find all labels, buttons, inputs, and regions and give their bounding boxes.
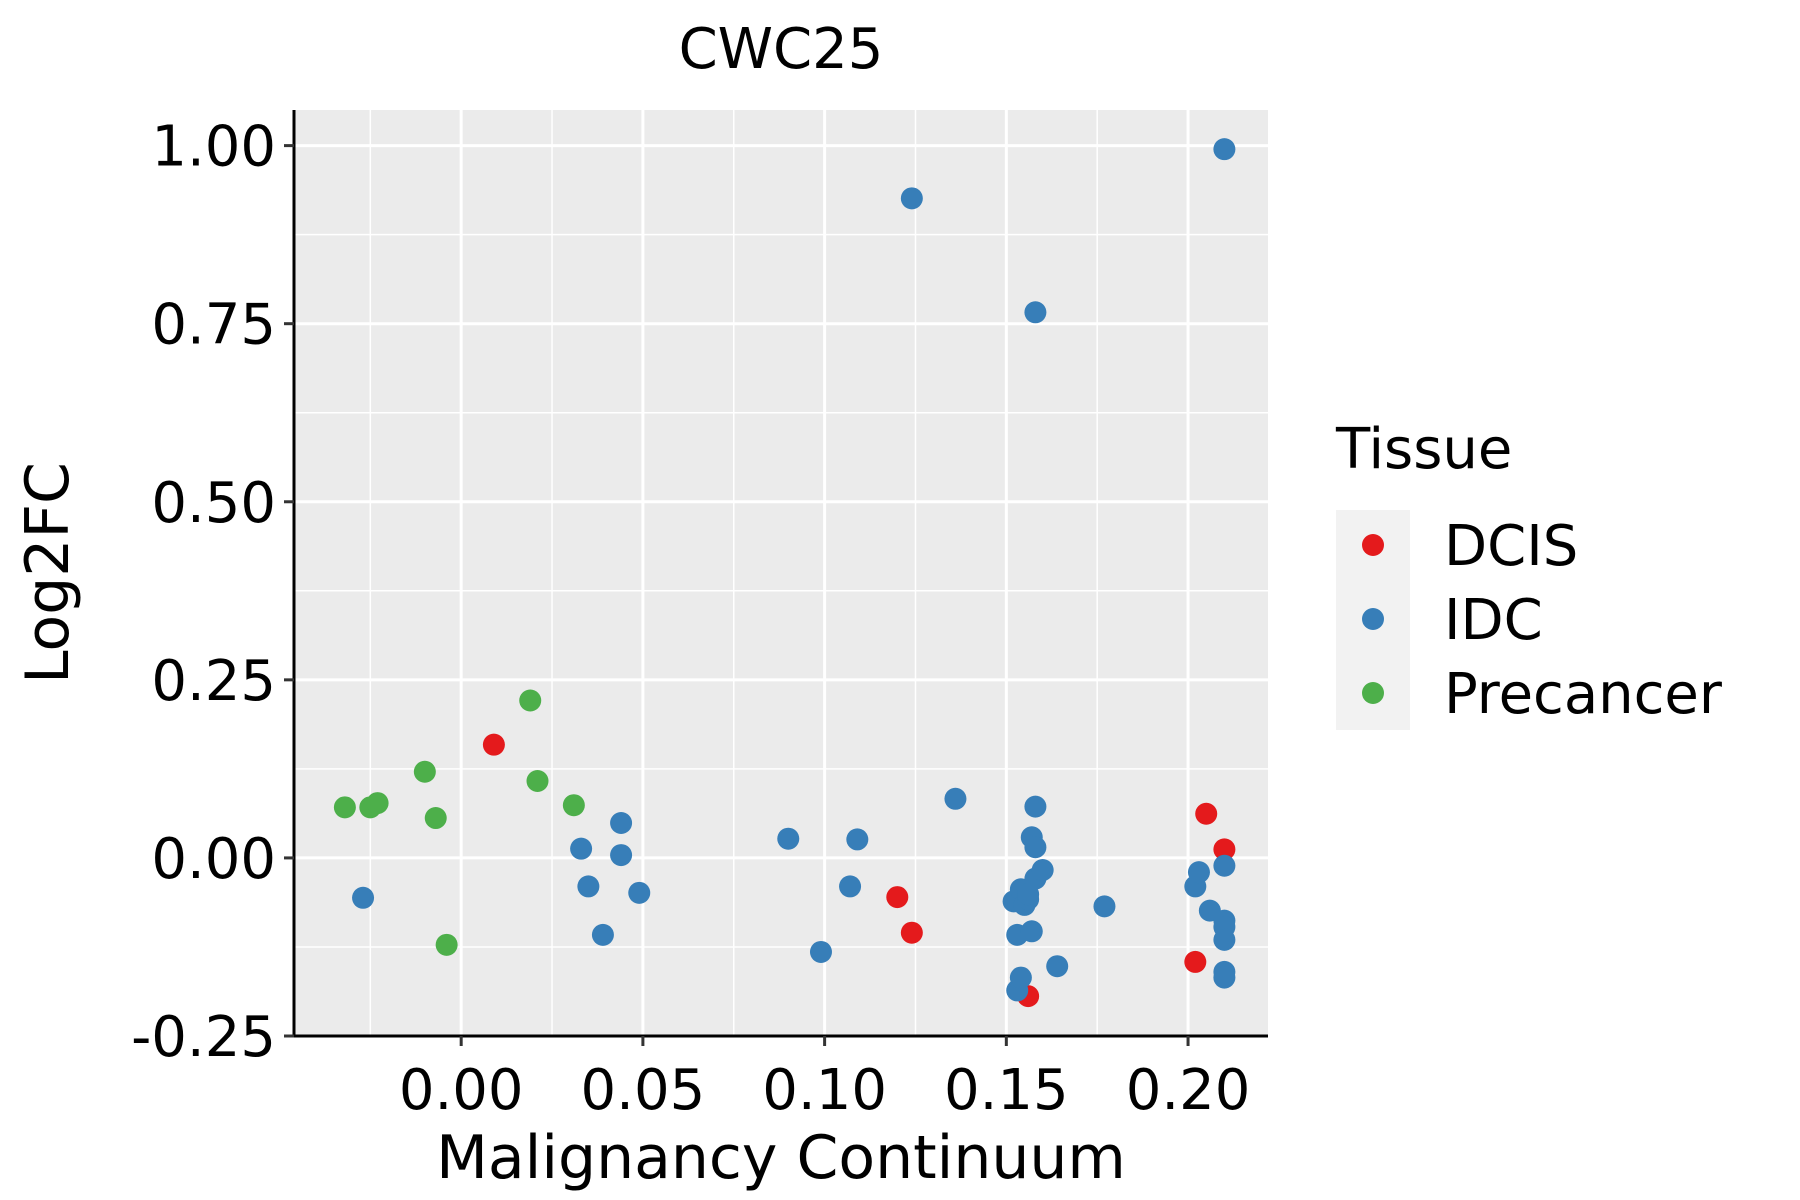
y-axis-title: Log2FC bbox=[13, 462, 83, 684]
point-dcis bbox=[1184, 950, 1207, 973]
legend-key-precancer bbox=[1362, 682, 1384, 704]
point-precancer bbox=[424, 807, 447, 830]
point-idc bbox=[610, 844, 633, 867]
point-idc bbox=[777, 827, 800, 850]
point-idc bbox=[1024, 836, 1047, 859]
point-idc bbox=[628, 881, 651, 904]
point-precancer bbox=[366, 792, 389, 815]
plot-panel bbox=[294, 110, 1268, 1036]
legend-title: Tissue bbox=[1335, 417, 1512, 482]
point-idc bbox=[1213, 854, 1236, 877]
point-idc bbox=[1020, 920, 1043, 943]
point-dcis bbox=[886, 886, 909, 909]
point-idc bbox=[570, 837, 593, 860]
point-precancer bbox=[333, 796, 356, 819]
point-precancer bbox=[526, 769, 549, 792]
point-idc bbox=[846, 828, 869, 851]
y-tick-label: 1.00 bbox=[151, 115, 276, 180]
legend-entries: DCIS IDC Precancer bbox=[1362, 514, 1723, 727]
legend-label-dcis: DCIS bbox=[1444, 514, 1578, 579]
x-tick-label: 0.20 bbox=[1126, 1058, 1251, 1123]
y-tick-label: 0.00 bbox=[151, 827, 276, 892]
point-idc bbox=[610, 812, 633, 835]
point-idc bbox=[577, 875, 600, 898]
point-idc bbox=[1031, 859, 1054, 882]
y-tick-label: 0.75 bbox=[151, 293, 276, 358]
x-axis-title: Malignancy Continuum bbox=[436, 1123, 1126, 1193]
point-dcis bbox=[1195, 802, 1218, 825]
point-idc bbox=[944, 787, 967, 810]
point-idc bbox=[1046, 955, 1069, 978]
point-precancer bbox=[435, 933, 458, 956]
point-precancer bbox=[519, 689, 542, 712]
point-dcis bbox=[1213, 838, 1236, 861]
point-idc bbox=[1009, 966, 1032, 989]
point-idc bbox=[1213, 966, 1236, 989]
point-idc bbox=[839, 875, 862, 898]
point-dcis bbox=[482, 733, 505, 756]
y-axis-ticks: -0.25 0.00 0.25 0.50 0.75 1.00 bbox=[131, 115, 294, 1070]
point-precancer bbox=[562, 794, 585, 817]
point-idc bbox=[900, 187, 923, 210]
chart-title: CWC25 bbox=[679, 17, 884, 82]
point-idc bbox=[1187, 861, 1210, 884]
x-tick-label: 0.00 bbox=[399, 1058, 524, 1123]
y-tick-label: 0.50 bbox=[151, 471, 276, 536]
legend-label-precancer: Precancer bbox=[1444, 662, 1723, 727]
legend-label-idc: IDC bbox=[1444, 588, 1543, 653]
legend: Tissue DCIS IDC Precancer bbox=[1335, 417, 1723, 730]
grid-major bbox=[294, 110, 1268, 1038]
point-idc bbox=[1024, 795, 1047, 818]
point-idc bbox=[1213, 928, 1236, 951]
point-idc bbox=[1024, 301, 1047, 324]
x-axis-ticks: 0.00 0.05 0.10 0.15 0.20 bbox=[399, 1036, 1251, 1123]
point-dcis bbox=[900, 921, 923, 944]
data-points bbox=[333, 138, 1236, 1008]
x-tick-label: 0.05 bbox=[581, 1058, 706, 1123]
x-tick-label: 0.10 bbox=[762, 1058, 887, 1123]
point-precancer bbox=[413, 760, 436, 783]
y-tick-label: -0.25 bbox=[131, 1005, 276, 1070]
point-idc bbox=[1213, 138, 1236, 161]
point-idc bbox=[809, 940, 832, 963]
point-idc bbox=[591, 923, 614, 946]
legend-key-dcis bbox=[1362, 534, 1384, 556]
y-tick-label: 0.25 bbox=[151, 649, 276, 714]
legend-key-idc bbox=[1362, 608, 1384, 630]
x-tick-label: 0.15 bbox=[944, 1058, 1069, 1123]
point-idc bbox=[1093, 895, 1116, 918]
point-idc bbox=[352, 886, 375, 909]
